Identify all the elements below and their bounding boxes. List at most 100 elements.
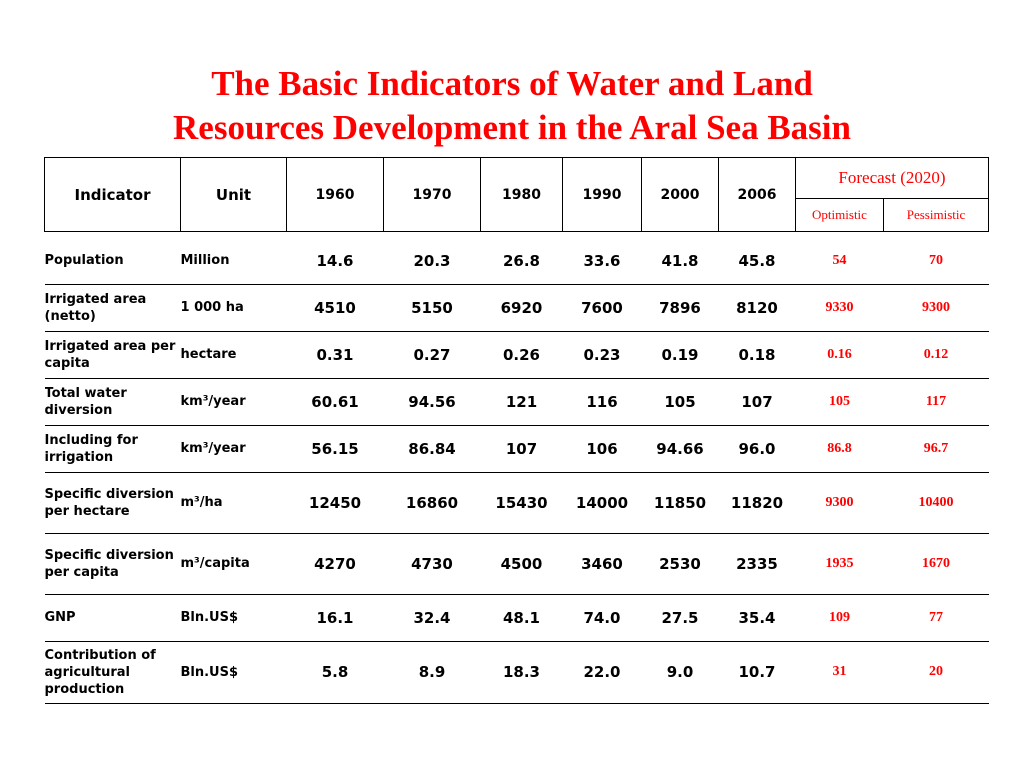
indicator-cell: GNP: [44, 594, 181, 642]
value-cell: 6920: [480, 284, 563, 332]
optimistic-cell: 0.16: [795, 331, 884, 379]
value-cell: 0.23: [562, 331, 642, 379]
value-cell: 94.56: [383, 378, 481, 426]
value-cell: 4730: [383, 533, 481, 595]
value-cell: 116: [562, 378, 642, 426]
header-year: 1980: [480, 157, 563, 232]
pessimistic-cell: 10400: [883, 472, 989, 534]
indicator-cell: Including for irrigation: [44, 425, 181, 473]
value-cell: 106: [562, 425, 642, 473]
indicator-cell: Specific diversion per capita: [44, 533, 181, 595]
value-cell: 3460: [562, 533, 642, 595]
unit-cell: 1 000 ha: [180, 284, 287, 332]
table-row: Irrigated area per capita hectare 0.31 0.27…: [44, 331, 989, 379]
value-cell: 32.4: [383, 594, 481, 642]
pessimistic-cell: 0.12: [883, 331, 989, 379]
header-pessimistic: Pessimistic: [882, 198, 990, 232]
header-year: 1970: [383, 157, 481, 232]
header-year: 1990: [562, 157, 642, 232]
header-optimistic: Optimistic: [795, 198, 884, 232]
indicator-cell: Specific diversion per hectare: [44, 472, 181, 534]
value-cell: 4270: [286, 533, 384, 595]
table-header-row: Indicator Unit 1960 1970 1980 1990 2000 …: [44, 157, 990, 232]
table-row: Population Million 14.6 20.3 26.8 33.6 41.8 45.…: [44, 238, 989, 285]
indicator-cell: Irrigated area per capita: [44, 331, 181, 379]
value-cell: 16860: [383, 472, 481, 534]
value-cell: 11850: [641, 472, 719, 534]
pessimistic-cell: 96.7: [883, 425, 989, 473]
table-body: Population Million 14.6 20.3 26.8 33.6 41.8 45.…: [44, 232, 989, 704]
header-forecast: Forecast (2020): [794, 157, 990, 199]
value-cell: 22.0: [562, 641, 642, 704]
table-row: Contribution of agricultural production B…: [44, 641, 989, 704]
value-cell: 0.31: [286, 331, 384, 379]
unit-cell: hectare: [180, 331, 287, 379]
unit-cell: Million: [180, 238, 287, 285]
value-cell: 74.0: [562, 594, 642, 642]
value-cell: 121: [480, 378, 563, 426]
table-row: Total water diversion km³/year 60.61 94.56 1…: [44, 378, 989, 426]
value-cell: 14.6: [286, 238, 384, 285]
value-cell: 16.1: [286, 594, 384, 642]
value-cell: 8120: [718, 284, 796, 332]
pessimistic-cell: 77: [883, 594, 989, 642]
optimistic-cell: 31: [795, 641, 884, 704]
value-cell: 12450: [286, 472, 384, 534]
unit-cell: km³/year: [180, 425, 287, 473]
pessimistic-cell: 117: [883, 378, 989, 426]
value-cell: 33.6: [562, 238, 642, 285]
page-title: The Basic Indicators of Water and Land R…: [0, 62, 1024, 150]
pessimistic-cell: 70: [883, 238, 989, 285]
table-row: GNP Bln.US$ 16.1 32.4 48.1 74.0 27.5 35.4 109 77: [44, 594, 989, 642]
value-cell: 96.0: [718, 425, 796, 473]
optimistic-cell: 105: [795, 378, 884, 426]
header-unit: Unit: [180, 157, 287, 232]
value-cell: 5150: [383, 284, 481, 332]
optimistic-cell: 9300: [795, 472, 884, 534]
value-cell: 0.19: [641, 331, 719, 379]
optimistic-cell: 86.8: [795, 425, 884, 473]
value-cell: 9.0: [641, 641, 719, 704]
value-cell: 11820: [718, 472, 796, 534]
value-cell: 60.61: [286, 378, 384, 426]
value-cell: 2530: [641, 533, 719, 595]
indicator-cell: Irrigated area (netto): [44, 284, 181, 332]
value-cell: 26.8: [480, 238, 563, 285]
value-cell: 4500: [480, 533, 563, 595]
value-cell: 20.3: [383, 238, 481, 285]
value-cell: 45.8: [718, 238, 796, 285]
value-cell: 10.7: [718, 641, 796, 704]
unit-cell: Bln.US$: [180, 594, 287, 642]
value-cell: 27.5: [641, 594, 719, 642]
optimistic-cell: 109: [795, 594, 884, 642]
header-year: 2006: [718, 157, 796, 232]
optimistic-cell: 9330: [795, 284, 884, 332]
value-cell: 105: [641, 378, 719, 426]
value-cell: 107: [480, 425, 563, 473]
value-cell: 4510: [286, 284, 384, 332]
value-cell: 107: [718, 378, 796, 426]
pessimistic-cell: 9300: [883, 284, 989, 332]
indicators-table: Indicator Unit 1960 1970 1980 1990 2000 …: [44, 157, 990, 704]
value-cell: 56.15: [286, 425, 384, 473]
value-cell: 18.3: [480, 641, 563, 704]
table-row: Including for irrigation km³/year 56.15 86.…: [44, 425, 989, 473]
value-cell: 5.8: [286, 641, 384, 704]
title-line-2: Resources Development in the Aral Sea Ba…: [173, 108, 851, 147]
pessimistic-cell: 1670: [883, 533, 989, 595]
value-cell: 41.8: [641, 238, 719, 285]
value-cell: 7600: [562, 284, 642, 332]
table-row: Irrigated area (netto) 1 000 ha 4510 5150 69…: [44, 284, 989, 332]
value-cell: 35.4: [718, 594, 796, 642]
indicator-cell: Population: [44, 238, 181, 285]
optimistic-cell: 1935: [795, 533, 884, 595]
pessimistic-cell: 20: [883, 641, 989, 704]
value-cell: 2335: [718, 533, 796, 595]
value-cell: 8.9: [383, 641, 481, 704]
value-cell: 48.1: [480, 594, 563, 642]
unit-cell: m³/ha: [180, 472, 287, 534]
value-cell: 7896: [641, 284, 719, 332]
unit-cell: m³/capita: [180, 533, 287, 595]
indicator-cell: Contribution of agricultural production: [44, 641, 181, 704]
value-cell: 15430: [480, 472, 563, 534]
